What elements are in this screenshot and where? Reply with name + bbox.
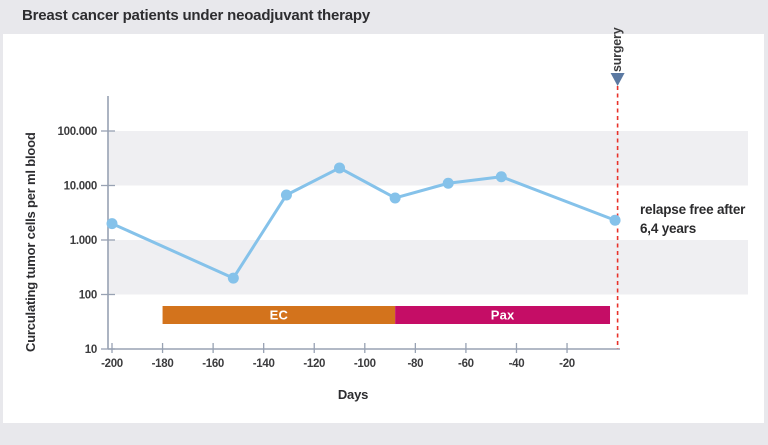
x-tick-label: -100 bbox=[354, 358, 376, 370]
x-tick-label: -140 bbox=[253, 358, 275, 370]
data-point bbox=[442, 177, 454, 189]
y-tick-label: 100 bbox=[79, 290, 97, 302]
x-tick-label: -160 bbox=[202, 358, 224, 370]
ctc-line bbox=[110, 166, 617, 280]
data-point bbox=[227, 272, 239, 284]
data-point bbox=[495, 171, 507, 183]
x-tick-label: -180 bbox=[152, 358, 174, 370]
title-bar: Breast cancer patients under neoadjuvant… bbox=[0, 0, 768, 34]
therapy-bar-label: Pax bbox=[491, 308, 515, 323]
x-tick-label: -120 bbox=[303, 358, 325, 370]
chart-panel bbox=[3, 34, 764, 423]
surgery-label: surgery bbox=[610, 27, 624, 72]
therapy-bar-ec bbox=[162, 306, 396, 324]
x-tick-label: -40 bbox=[509, 358, 525, 370]
relapse-annotation-line2: 6,4 years bbox=[640, 220, 697, 236]
surgery-arrow-icon bbox=[610, 73, 625, 86]
y-axis-title: Curculating tumor cells per ml blood bbox=[23, 132, 38, 352]
x-axis-title: Days bbox=[337, 387, 369, 402]
data-point bbox=[389, 192, 401, 204]
y-tick-label: 1.000 bbox=[70, 235, 97, 247]
relapse-annotation-line1: relapse free after bbox=[640, 202, 746, 217]
data-point bbox=[106, 218, 118, 230]
plot-band bbox=[108, 240, 748, 295]
y-tick-label: 10.000 bbox=[64, 181, 97, 193]
plot-band bbox=[108, 131, 748, 186]
y-tick-label: 10 bbox=[85, 344, 97, 356]
x-tick-label: -200 bbox=[101, 358, 123, 370]
data-point bbox=[609, 214, 621, 226]
x-tick-label: -20 bbox=[559, 358, 575, 370]
data-point bbox=[280, 189, 292, 201]
y-tick-label: 100.000 bbox=[58, 126, 97, 138]
x-tick-label: -60 bbox=[458, 358, 474, 370]
relapse-annotation: relapse free after 6,4 years bbox=[640, 201, 745, 238]
therapy-bar-label: EC bbox=[270, 308, 289, 323]
therapy-bar-pax bbox=[395, 306, 611, 324]
chart-title: Breast cancer patients under neoadjuvant… bbox=[22, 7, 371, 24]
data-point bbox=[334, 162, 346, 174]
x-tick-label: -80 bbox=[407, 358, 423, 370]
